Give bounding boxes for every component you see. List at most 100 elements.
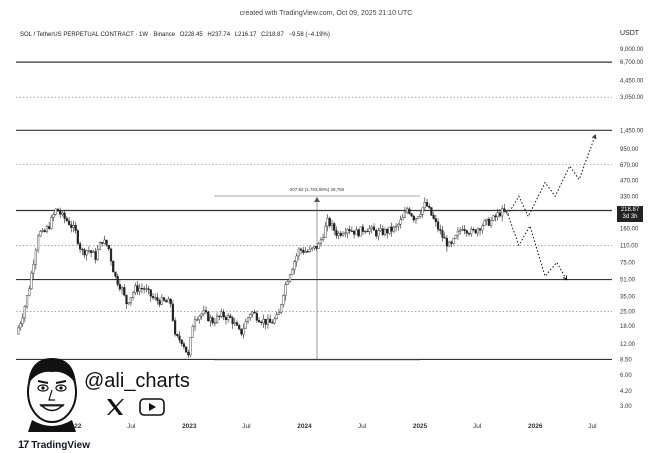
- candle: [372, 226, 376, 231]
- candle: [107, 245, 110, 250]
- candle: [496, 212, 499, 218]
- candle: [129, 297, 133, 303]
- tradingview-brand[interactable]: 17 TradingView: [18, 439, 90, 451]
- candle: [470, 228, 473, 235]
- candle: [213, 322, 216, 324]
- candle: [94, 251, 97, 260]
- candle: [397, 224, 400, 227]
- candle: [176, 334, 179, 337]
- candle: [218, 315, 221, 318]
- candle: [260, 321, 263, 324]
- candle: [134, 285, 137, 293]
- x-social-icon[interactable]: [107, 399, 124, 415]
- currency-label: USDT: [620, 30, 640, 37]
- price-tick-label: 670.00: [620, 163, 639, 169]
- candle: [39, 231, 42, 237]
- price-axis: 9,000.00 6,700.00 4,450.00 3,050.00 1,450.00…: [620, 47, 644, 410]
- candle: [264, 319, 267, 325]
- candle: [448, 241, 451, 247]
- candle: [291, 269, 294, 275]
- candle: [472, 228, 475, 231]
- author-handle[interactable]: @ali_charts: [84, 370, 190, 392]
- candle: [160, 297, 163, 305]
- candle: [187, 352, 190, 356]
- candle: [220, 311, 223, 317]
- candle: [293, 261, 296, 270]
- candle: [383, 229, 387, 235]
- candle: [299, 248, 303, 251]
- candle: [123, 287, 126, 296]
- candle: [251, 311, 254, 315]
- candle: [443, 237, 446, 239]
- symbol-label[interactable]: SOL / TetherUS PERPETUAL CONTRACT · 1W ·…: [20, 32, 176, 38]
- candle: [394, 225, 398, 228]
- candle: [317, 243, 320, 249]
- last-price-tag: 218.87 3d 3h: [617, 206, 643, 222]
- candle: [478, 228, 482, 231]
- candle: [412, 215, 415, 221]
- candle: [125, 294, 128, 305]
- candle: [311, 247, 314, 250]
- candle: [83, 249, 86, 256]
- candle: [28, 288, 31, 296]
- projection-layer: [507, 134, 597, 281]
- candle: [185, 346, 188, 353]
- candle: [280, 304, 283, 313]
- candle: [211, 317, 214, 324]
- candle: [207, 311, 210, 322]
- price-tick-label: 25.00: [620, 309, 636, 315]
- candle: [92, 251, 95, 253]
- price-tick-label: 3,050.00: [620, 95, 644, 101]
- price-tick-label: 12.00: [620, 342, 636, 348]
- candle: [127, 302, 130, 305]
- candle: [132, 292, 135, 298]
- candle: [32, 264, 35, 274]
- candle: [229, 315, 232, 318]
- candle: [90, 250, 93, 253]
- time-tick-label: 2023: [182, 423, 197, 430]
- price-tick-label: 8.50: [620, 357, 632, 363]
- projection-arrowhead: [591, 134, 597, 140]
- candle: [284, 284, 287, 296]
- candle: [244, 321, 247, 329]
- price-tick-label: 950.00: [620, 147, 639, 153]
- candle: [257, 320, 261, 323]
- candle: [461, 229, 464, 231]
- candle: [359, 226, 362, 237]
- candle: [489, 220, 493, 226]
- candle: [375, 230, 378, 237]
- candle: [78, 243, 82, 250]
- candle: [41, 230, 44, 232]
- candle: [227, 315, 230, 321]
- change-value: −9.58 (−4.19%): [288, 32, 330, 38]
- candle: [120, 287, 124, 290]
- candle: [233, 322, 236, 324]
- candle: [498, 212, 502, 217]
- candle: [109, 248, 113, 262]
- levels-layer: [16, 61, 612, 361]
- candle: [403, 211, 407, 218]
- candle: [50, 217, 53, 229]
- candle: [67, 220, 71, 225]
- candle: [17, 327, 20, 335]
- candle: [355, 229, 358, 235]
- candle: [282, 295, 285, 305]
- candle: [313, 246, 316, 249]
- candle: [288, 274, 292, 282]
- candle: [200, 313, 203, 317]
- candle: [48, 226, 51, 229]
- high-value: H237.74: [207, 32, 231, 38]
- price-tick-label: 75.00: [620, 260, 636, 266]
- candle: [171, 303, 174, 321]
- price-tick-label: 4,450.00: [620, 78, 644, 84]
- time-tick-label: Jul: [473, 423, 482, 430]
- candle: [277, 312, 281, 315]
- candle: [145, 288, 148, 290]
- candle: [198, 315, 201, 320]
- price-tick-label: 51.00: [620, 278, 636, 284]
- youtube-icon[interactable]: [139, 398, 165, 416]
- close-value: C218.87: [261, 32, 284, 38]
- candle: [483, 220, 486, 226]
- candle: [366, 230, 369, 233]
